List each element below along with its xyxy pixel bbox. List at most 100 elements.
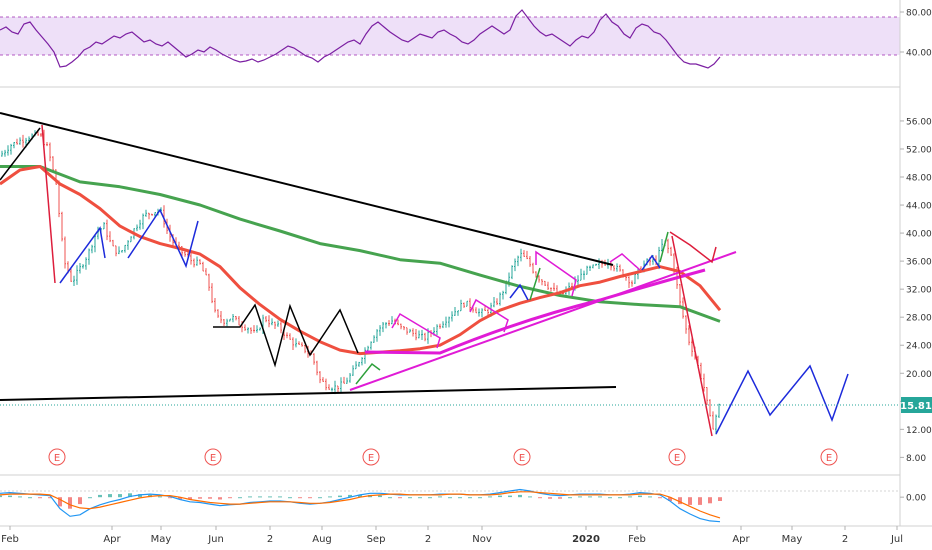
candle <box>139 219 141 230</box>
candle <box>127 240 129 250</box>
candle <box>418 330 420 339</box>
earnings-marker[interactable]: E <box>668 448 686 466</box>
x-axis-labels: Feb Apr May Jun 2 Aug Sep 2 Nov 2020 Feb Apr May 2 Jul <box>1 526 903 545</box>
candle <box>541 279 543 286</box>
candle <box>151 213 153 216</box>
candle <box>259 327 261 331</box>
candle <box>121 250 123 253</box>
macd-bar <box>378 495 382 498</box>
candle <box>691 337 693 357</box>
candle <box>214 298 216 313</box>
candle <box>484 306 486 311</box>
macd-bar <box>638 495 642 498</box>
candle <box>73 275 75 286</box>
macd-bar <box>698 497 702 505</box>
macd-bar <box>688 497 692 505</box>
macd-bar <box>108 494 112 498</box>
macd-bar <box>618 497 622 499</box>
price-tick-label: 8.00 <box>906 454 926 464</box>
earnings-marker[interactable]: E <box>362 448 380 466</box>
candle <box>589 265 591 271</box>
candle <box>439 323 441 329</box>
macd-bar <box>358 494 362 498</box>
price-tick-label: 24.00 <box>906 342 932 352</box>
candle <box>712 411 714 430</box>
candle <box>226 318 228 327</box>
earnings-marker[interactable]: E <box>513 448 531 466</box>
macd-bar <box>388 497 392 499</box>
signal-line <box>0 491 721 519</box>
candle <box>91 244 93 254</box>
macd-bar <box>548 497 552 499</box>
earnings-marker[interactable]: E <box>820 448 838 466</box>
candle <box>70 267 72 282</box>
earnings-marker-label: E <box>368 453 374 464</box>
candle <box>349 373 351 383</box>
candle <box>415 329 417 341</box>
candle <box>142 213 144 230</box>
candle <box>718 403 720 418</box>
rsi-tick-label: 40.00 <box>906 49 932 59</box>
candle <box>163 205 165 228</box>
earnings-marker[interactable]: E <box>48 448 66 466</box>
candle <box>256 325 258 333</box>
candle <box>22 134 24 148</box>
macd-bar <box>128 493 132 498</box>
candle <box>496 298 498 306</box>
candle <box>469 298 471 311</box>
macd-bar <box>708 497 712 504</box>
macd-tick-label: 0.00 <box>906 494 926 504</box>
macd-bar <box>628 496 632 498</box>
candle <box>544 280 546 286</box>
candle <box>304 344 306 354</box>
red-arrows <box>41 124 717 437</box>
candle <box>193 258 195 268</box>
macd-bar <box>608 497 612 499</box>
x-tick-label: 2 <box>425 534 431 545</box>
candle <box>229 318 231 322</box>
candle <box>265 316 267 323</box>
candle <box>412 328 414 337</box>
candle <box>523 250 525 257</box>
x-tick-label: May <box>782 534 803 545</box>
candle <box>301 342 303 347</box>
macd-bar <box>168 497 172 499</box>
macd-bar <box>478 497 482 499</box>
blue-arrows <box>59 208 849 435</box>
macd-bar <box>248 496 252 498</box>
candle <box>403 326 405 331</box>
candle <box>313 353 315 365</box>
candle <box>298 341 300 345</box>
macd-bar <box>188 497 192 500</box>
candle <box>247 327 249 334</box>
ascending-trendline <box>349 251 737 391</box>
candle <box>355 361 357 370</box>
candle <box>385 322 387 329</box>
macd-bar <box>568 497 572 499</box>
candle <box>685 315 687 334</box>
price-tick-label: 12.00 <box>906 426 932 436</box>
candle <box>40 133 42 137</box>
candle <box>319 371 321 384</box>
candle <box>481 308 483 318</box>
macd-bar <box>58 497 62 507</box>
price-tick-label: 48.00 <box>906 174 932 184</box>
macd-bar <box>278 496 282 498</box>
candle <box>196 256 198 266</box>
macd-bar <box>338 495 342 498</box>
candle <box>388 320 390 326</box>
macd-bar <box>598 496 602 498</box>
candle <box>409 328 411 333</box>
macd-bar <box>538 497 542 499</box>
candle <box>271 318 273 326</box>
macd-bar <box>458 497 462 499</box>
candle <box>463 302 465 308</box>
earnings-marker[interactable]: E <box>204 448 222 466</box>
earnings-marker-label: E <box>210 453 216 464</box>
upper-trendline <box>0 112 614 266</box>
macd-bar <box>238 497 242 499</box>
candle <box>493 297 495 308</box>
